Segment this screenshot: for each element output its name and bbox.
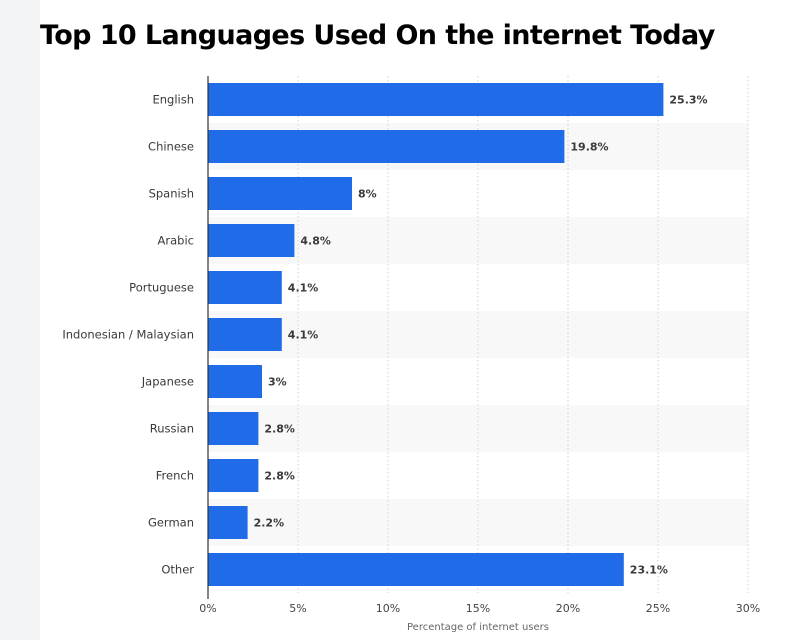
value-label: 2.8% (264, 423, 295, 436)
x-tick-label: 15% (466, 602, 490, 615)
category-label: Portuguese (129, 281, 194, 295)
bar (208, 506, 248, 539)
row-stripe (208, 499, 748, 546)
x-tick-label: 0% (199, 602, 216, 615)
category-label: Chinese (148, 140, 194, 154)
chart-title: Top 10 Languages Used On the internet To… (40, 20, 715, 51)
bar (208, 224, 295, 257)
value-label: 2.8% (264, 470, 295, 483)
row-stripe (208, 311, 748, 358)
value-label: 4.1% (288, 329, 319, 342)
category-label: Arabic (158, 234, 194, 248)
bar (208, 553, 624, 586)
value-label: 8% (358, 188, 377, 201)
value-label: 4.1% (288, 282, 319, 295)
bar (208, 365, 262, 398)
bar (208, 130, 565, 163)
bar (208, 177, 352, 210)
value-label: 2.2% (254, 517, 285, 530)
bar (208, 412, 259, 445)
value-label: 19.8% (570, 141, 608, 154)
category-label: Indonesian / Malaysian (62, 328, 194, 342)
category-label: German (148, 516, 194, 530)
category-label: Russian (150, 422, 194, 436)
x-tick-label: 5% (289, 602, 306, 615)
bar (208, 459, 259, 492)
category-label: Other (161, 563, 194, 577)
x-axis-title: Percentage of internet users (407, 622, 549, 633)
category-label: French (156, 469, 194, 483)
x-tick-label: 30% (736, 602, 760, 615)
bar (208, 271, 282, 304)
x-tick-label: 25% (646, 602, 670, 615)
category-label: English (152, 93, 194, 107)
value-label: 4.8% (300, 235, 331, 248)
bar (208, 318, 282, 351)
category-label: Spanish (149, 187, 194, 201)
x-tick-label: 10% (376, 602, 400, 615)
value-label: 25.3% (669, 94, 707, 107)
category-label: Japanese (141, 375, 194, 389)
bar (208, 83, 664, 116)
value-label: 3% (268, 376, 287, 389)
x-tick-label: 20% (556, 602, 580, 615)
value-label: 23.1% (630, 564, 668, 577)
